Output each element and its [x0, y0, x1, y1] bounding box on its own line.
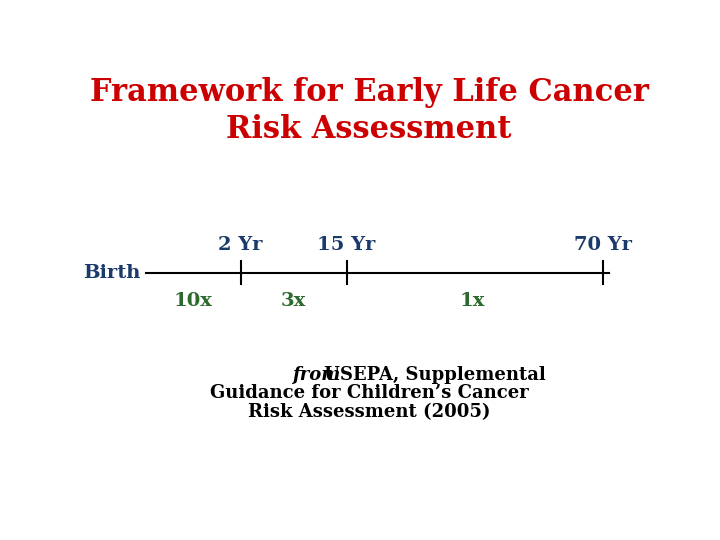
Text: 3x: 3x [281, 292, 306, 309]
Text: 15 Yr: 15 Yr [318, 236, 376, 254]
Text: Guidance for Children’s Cancer: Guidance for Children’s Cancer [210, 384, 528, 402]
Text: Birth: Birth [83, 264, 140, 282]
Text: 10x: 10x [174, 292, 212, 309]
Text: 1x: 1x [459, 292, 485, 309]
Text: Framework for Early Life Cancer
Risk Assessment: Framework for Early Life Cancer Risk Ass… [89, 77, 649, 145]
Text: USEPA, Supplemental: USEPA, Supplemental [318, 366, 546, 383]
Text: from: from [292, 366, 341, 383]
Text: 70 Yr: 70 Yr [575, 236, 632, 254]
Text: 2 Yr: 2 Yr [218, 236, 263, 254]
Text: Risk Assessment (2005): Risk Assessment (2005) [248, 403, 490, 421]
